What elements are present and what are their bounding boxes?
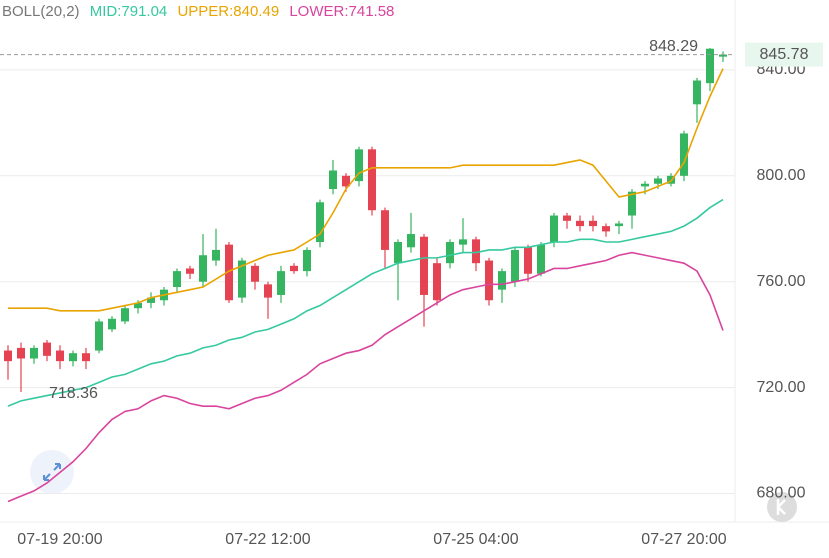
candle-body <box>550 215 558 242</box>
candle-body <box>134 302 142 309</box>
grid <box>0 69 735 495</box>
candle-body <box>4 350 12 362</box>
y-tick-label: 800.00 <box>757 167 806 184</box>
candle-body <box>706 48 714 84</box>
expand-icon <box>43 463 61 481</box>
candle-body <box>355 149 363 182</box>
candle-body <box>485 260 493 301</box>
band-line <box>7 251 724 503</box>
candle-body <box>537 244 545 274</box>
candle-body <box>251 265 259 282</box>
candle-body <box>121 308 129 322</box>
candle-body <box>719 54 727 57</box>
candle-body <box>563 215 571 221</box>
candle-body <box>394 241 402 264</box>
candle-body <box>316 202 324 242</box>
last-price-box <box>745 42 823 67</box>
candle-body <box>472 239 480 264</box>
candle-body <box>147 297 155 303</box>
indicator-label: BOLL(20,2) <box>2 3 80 20</box>
candle-body <box>628 191 636 216</box>
legend-entry: UPPER:840.49 <box>177 3 279 20</box>
candle-body <box>212 249 220 261</box>
candle-body <box>420 236 428 295</box>
x-tick-label: 07-25 04:00 <box>433 531 519 548</box>
candle-body <box>17 347 25 359</box>
candle-body <box>381 210 389 250</box>
legend-entry: LOWER:741.58 <box>289 3 394 20</box>
x-tick-label: 07-19 20:00 <box>17 531 103 548</box>
candle-body <box>446 241 454 264</box>
candle-body <box>290 265 298 272</box>
candle-body <box>342 175 350 187</box>
candle-body <box>459 239 467 245</box>
candle-body <box>329 170 337 190</box>
y-tick-label: 760.00 <box>757 273 806 290</box>
y-tick-label: 720.00 <box>757 379 806 396</box>
candle-body <box>368 149 376 211</box>
candle-body <box>186 268 194 274</box>
candle-body <box>56 350 64 362</box>
high-annotation: 848.29 <box>649 38 698 55</box>
candle-body <box>680 133 688 176</box>
candle-body <box>433 263 441 301</box>
candle-body <box>225 244 233 301</box>
candle-body <box>693 80 701 105</box>
band-line <box>8 68 724 312</box>
candle-body <box>407 234 415 248</box>
y-tick-label: 680.00 <box>757 485 806 502</box>
logo <box>767 492 797 522</box>
candle-body <box>303 249 311 272</box>
candle-body <box>524 247 532 274</box>
expand-button[interactable] <box>30 450 74 494</box>
logo-mark <box>776 499 786 515</box>
last-price-label: 845.78 <box>760 46 809 63</box>
candle-body <box>615 223 623 227</box>
candle-body <box>173 271 181 288</box>
x-tick-label: 07-27 20:00 <box>641 531 727 548</box>
candle-body <box>498 271 506 290</box>
candle-body <box>108 318 116 330</box>
candle-body <box>30 347 38 359</box>
band-line <box>7 198 724 407</box>
candle-body <box>576 220 584 227</box>
candle-body <box>589 220 597 227</box>
candle-body <box>654 178 662 184</box>
candle-body <box>602 226 610 232</box>
candle-body <box>264 284 272 298</box>
candle-body <box>238 260 246 298</box>
candle-body <box>82 353 90 362</box>
candle-body <box>43 342 51 356</box>
x-tick-label: 07-22 12:00 <box>225 531 311 548</box>
candle-body <box>199 255 207 282</box>
candle-body <box>277 271 285 295</box>
legend-entry: MID:791.04 <box>90 3 168 20</box>
candle-body <box>641 183 649 187</box>
candle-body <box>511 249 519 282</box>
low-annotation: 718.36 <box>49 385 98 402</box>
legend: BOLL(20,2) MID:791.04 UPPER:840.49 LOWER… <box>2 3 394 20</box>
candle-body <box>69 353 77 362</box>
candle-body <box>95 321 103 351</box>
